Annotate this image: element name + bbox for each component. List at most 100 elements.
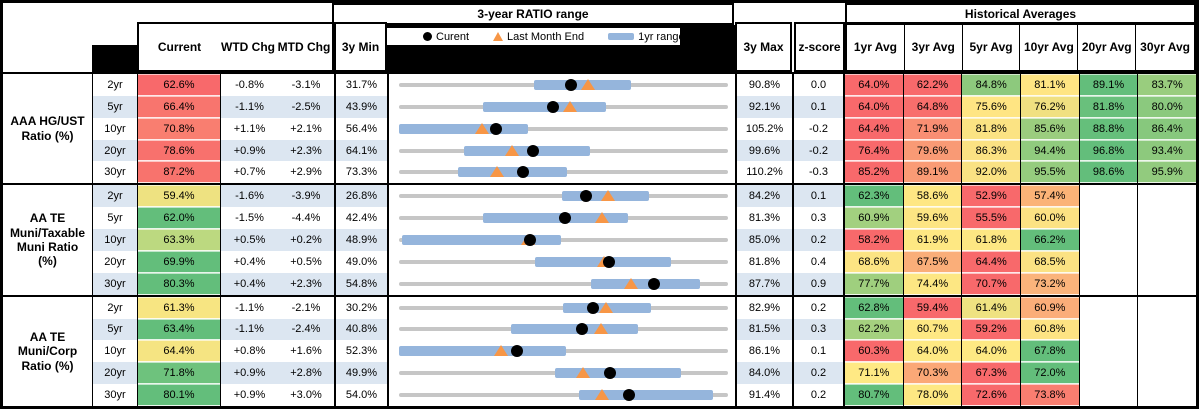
wtd-change-cell: -1.1% [221,318,278,341]
table-row: 30yr 80.3% +0.4% +2.3% 54.8% 87.7% 0.9 77.7% 74.… [93,272,1196,295]
current-value-marker [524,233,537,246]
col-header-3y-min: 3y Min [334,22,387,72]
one-year-range-bar [457,167,568,178]
tenor-cell: 2yr [93,296,138,319]
three-year-min-cell: 49.9% [336,362,389,385]
mtd-change-cell: -3.1% [278,74,336,96]
three-year-min-cell: 30.2% [336,296,389,319]
z-score-cell: 0.2 [794,384,845,406]
table-row: 2yr 62.6% -0.8% -3.1% 31.7% 90.8% 0.0 64.0% 62.2… [93,74,1197,96]
col-header-3yr-avg: 3yr Avg [905,24,963,70]
range-plot [399,185,728,207]
z-score-cell: 0.3 [794,318,845,341]
wtd-change-cell: +0.9% [221,362,278,385]
three-year-max-cell: 82.9% [737,296,794,319]
last-month-end-marker [581,78,596,90]
range-plot [399,207,728,229]
range-plot [399,273,728,295]
z-score-cell: 0.0 [794,74,845,96]
three-year-range-track [399,281,728,286]
avg-cell-1yr-avg: 71.1% [845,362,904,385]
range-chart-cell [389,318,737,341]
avg-cell-30yr-avg [1138,340,1196,362]
historical-averages-cells: 80.7% 78.0% 72.6% 73.8% [845,384,1196,406]
historical-averages-cells: 62.8% 59.4% 61.4% 60.9% [845,296,1196,319]
three-year-max-cell: 91.4% [737,384,794,406]
avg-cell-20yr-avg [1080,340,1139,363]
range-title-label: 3-year RATIO range [477,7,589,21]
table-section-2: AA TE Muni/Taxable Muni Ratio (%) 2yr 59.4… [3,183,1196,295]
wtd-change-cell: -1.1% [235,301,264,314]
mtd-change-cell: +0.2% [278,229,336,251]
z-score-cell: 0.2 [794,362,845,385]
table-row: 10yr 70.8% +1.1% +2.1% 56.4% 105.2% -0.2 64.4% 7… [93,117,1197,140]
range-chart-legend: Curent Last Month End 1yr range [387,28,685,45]
tenor-cell: 5yr [93,207,138,230]
wtd-change-cell: +0.9% [233,389,266,402]
current-value-marker [575,323,588,336]
z-score-cell: 0.1 [794,95,845,118]
z-score-cell: 0.9 [794,272,845,295]
avg-cell-30yr-avg [1138,229,1196,251]
avg-cell-10yr-avg: 57.4% [1021,185,1080,208]
avg-cell-30yr-avg [1138,207,1196,229]
range-chart-cell [389,340,737,363]
legend-item-current: Curent [423,31,469,43]
three-year-min-cell: 64.1% [336,139,389,162]
wtd-change-cell: +0.5% [221,229,278,251]
one-year-range-bar-icon [608,33,635,40]
avg-cell-1yr-avg: 64.0% [845,74,904,96]
table-row: 20yr 78.6% +0.9% +2.3% 64.1% 99.6% -0.2 76.4% 79… [93,139,1197,162]
current-value-cell: 62.6% [138,74,221,96]
current-value-marker [648,277,660,290]
z-score-cell: 0.3 [794,207,845,230]
col-header-z-score-label: z-score [798,40,841,54]
current-value-cell: 66.4% [138,95,221,118]
three-year-max-cell: 87.7% [737,272,794,295]
avg-cell-30yr-avg: 83.7% [1138,74,1197,96]
tenor-cell: 30yr [93,161,138,184]
current-value-marker [527,144,540,157]
row-group-label: AAA HG/UST Ratio (%) [3,74,93,184]
current-value-marker [587,301,600,314]
avg-cell-3yr-avg: 71.9% [903,117,963,140]
range-plot [399,161,728,183]
col-header-wtd-chg: WTD Chg [221,40,275,54]
last-month-end-marker [601,190,616,202]
tenor-cell: 10yr [93,229,138,251]
avg-cell-1yr-avg: 85.2% [845,161,904,184]
wtd-change-cell: +0.9% [221,139,278,162]
current-value-cell: 63.4% [138,318,221,341]
avg-cell-20yr-avg [1080,318,1139,341]
current-value-marker [558,212,571,225]
table-row: 10yr 64.4% +0.8% +1.6% 52.3% 86.1% 0.1 60.3% 64.… [93,340,1196,363]
three-year-min-cell: 54.8% [336,272,389,295]
z-score-cell: 0.2 [794,296,845,319]
range-chart-cell [389,296,737,319]
legend-current-label: Curent [436,30,470,43]
col-header-1yr-avg: 1yr Avg [847,24,905,70]
avg-cell-30yr-avg [1138,319,1196,341]
current-value-marker [622,389,635,402]
range-plot [399,140,728,162]
last-month-end-marker [599,301,614,313]
tenor-cell: 20yr [93,362,138,385]
mtd-change-cell: +2.3% [278,272,336,295]
section-rows: 2yr 62.6% -0.8% -3.1% 31.7% 90.8% 0.0 64.0% 62.2… [93,74,1197,184]
historical-averages-cells: 62.3% 58.6% 52.9% 57.4% [845,185,1196,208]
avg-cell-1yr-avg: 64.4% [845,117,904,140]
avg-cell-1yr-avg: 62.8% [845,296,904,319]
mtd-change-cell: +2.1% [278,117,336,140]
avg-cell-10yr-avg: 66.2% [1021,229,1080,251]
wtd-change-cell: +0.4% [233,255,266,268]
last-month-end-marker [576,367,591,379]
col-header-z-score: z-score [794,22,845,72]
table-row: 2yr 59.4% -1.6% -3.9% 26.8% 84.2% 0.1 62.3% 58.6… [93,185,1196,208]
three-year-min-cell: 40.8% [336,318,389,341]
three-year-max-cell: 81.3% [737,207,794,230]
current-value-marker [565,78,577,91]
one-year-range-bar [555,368,681,379]
historical-averages-cells: 58.2% 61.9% 61.8% 66.2% [845,229,1196,251]
range-section-title: 3-year RATIO range [332,3,734,25]
avg-cell-20yr-avg: 81.8% [1079,95,1139,118]
